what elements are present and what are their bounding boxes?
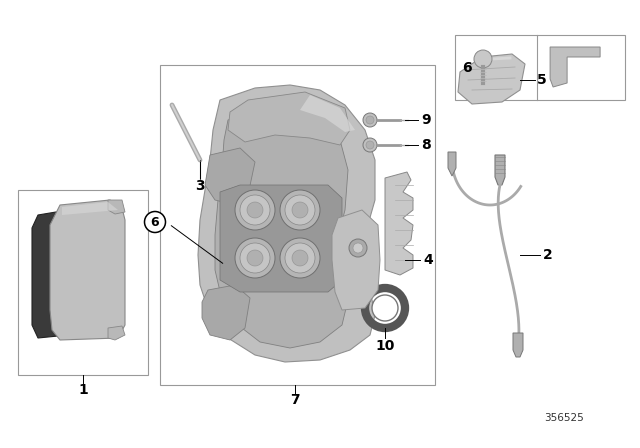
Bar: [455, 35, 625, 100]
Bar: [18, 190, 148, 375]
Polygon shape: [448, 152, 456, 176]
Polygon shape: [108, 326, 125, 340]
Polygon shape: [62, 202, 118, 215]
Text: 6: 6: [150, 215, 159, 228]
Polygon shape: [550, 47, 600, 87]
Text: 1: 1: [78, 383, 88, 397]
Circle shape: [235, 238, 275, 278]
Polygon shape: [385, 172, 413, 275]
Circle shape: [285, 195, 315, 225]
Polygon shape: [495, 155, 505, 185]
Circle shape: [366, 141, 374, 149]
Text: 356525: 356525: [544, 413, 584, 423]
Text: 8: 8: [421, 138, 431, 152]
Circle shape: [285, 243, 315, 273]
Polygon shape: [228, 92, 350, 145]
Circle shape: [247, 202, 263, 218]
Text: 4: 4: [423, 253, 433, 267]
Text: 3: 3: [195, 179, 205, 193]
Polygon shape: [300, 95, 355, 132]
Polygon shape: [332, 210, 380, 310]
Circle shape: [353, 243, 363, 253]
Text: 7: 7: [290, 393, 300, 407]
Polygon shape: [202, 285, 250, 340]
Circle shape: [349, 239, 367, 257]
Polygon shape: [458, 54, 525, 104]
Polygon shape: [32, 210, 72, 338]
Text: 5: 5: [537, 73, 547, 87]
Text: 6: 6: [462, 61, 472, 75]
Polygon shape: [205, 148, 255, 205]
Circle shape: [292, 202, 308, 218]
Polygon shape: [50, 200, 125, 340]
Circle shape: [363, 113, 377, 127]
Circle shape: [366, 116, 374, 124]
Circle shape: [474, 50, 492, 68]
Polygon shape: [198, 85, 375, 362]
Circle shape: [363, 138, 377, 152]
Text: 2: 2: [543, 248, 553, 262]
Circle shape: [247, 250, 263, 266]
Text: 9: 9: [421, 113, 431, 127]
Polygon shape: [513, 333, 523, 357]
Circle shape: [235, 190, 275, 230]
Circle shape: [240, 195, 270, 225]
Circle shape: [372, 295, 398, 321]
Circle shape: [292, 250, 308, 266]
Text: 10: 10: [375, 339, 395, 353]
Bar: [160, 65, 435, 385]
Polygon shape: [215, 108, 348, 348]
Polygon shape: [220, 185, 342, 292]
Circle shape: [280, 238, 320, 278]
Polygon shape: [108, 200, 125, 214]
Circle shape: [240, 243, 270, 273]
Circle shape: [280, 190, 320, 230]
